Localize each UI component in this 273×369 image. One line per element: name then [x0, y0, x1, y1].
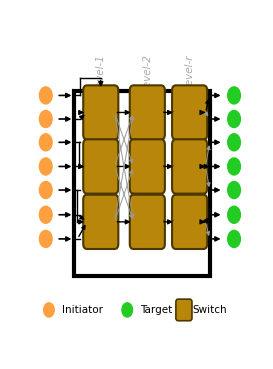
Circle shape [228, 206, 241, 223]
Text: · · ·: · · · [162, 217, 175, 226]
Circle shape [228, 87, 241, 104]
FancyBboxPatch shape [172, 195, 207, 249]
Text: Target: Target [140, 305, 172, 315]
Circle shape [39, 230, 52, 248]
Circle shape [39, 134, 52, 151]
Text: Level-r: Level-r [185, 54, 195, 90]
FancyBboxPatch shape [83, 139, 118, 194]
Text: Level-1: Level-1 [96, 54, 106, 92]
FancyBboxPatch shape [130, 139, 165, 194]
Text: Switch: Switch [193, 305, 227, 315]
FancyBboxPatch shape [130, 85, 165, 139]
FancyBboxPatch shape [176, 299, 192, 321]
Text: Initiator: Initiator [62, 305, 103, 315]
Circle shape [228, 158, 241, 175]
Circle shape [44, 303, 54, 317]
Circle shape [122, 303, 132, 317]
Circle shape [228, 230, 241, 248]
FancyBboxPatch shape [172, 139, 207, 194]
Circle shape [228, 182, 241, 199]
Text: · · ·: · · · [162, 162, 175, 171]
Circle shape [39, 110, 52, 128]
Text: Level-2: Level-2 [142, 54, 152, 92]
FancyBboxPatch shape [172, 85, 207, 139]
Text: · · ·: · · · [162, 108, 175, 117]
FancyBboxPatch shape [83, 195, 118, 249]
Circle shape [228, 134, 241, 151]
FancyBboxPatch shape [83, 85, 118, 139]
FancyBboxPatch shape [130, 195, 165, 249]
Circle shape [39, 87, 52, 104]
Circle shape [228, 110, 241, 128]
Circle shape [39, 182, 52, 199]
Circle shape [39, 158, 52, 175]
Circle shape [39, 206, 52, 223]
